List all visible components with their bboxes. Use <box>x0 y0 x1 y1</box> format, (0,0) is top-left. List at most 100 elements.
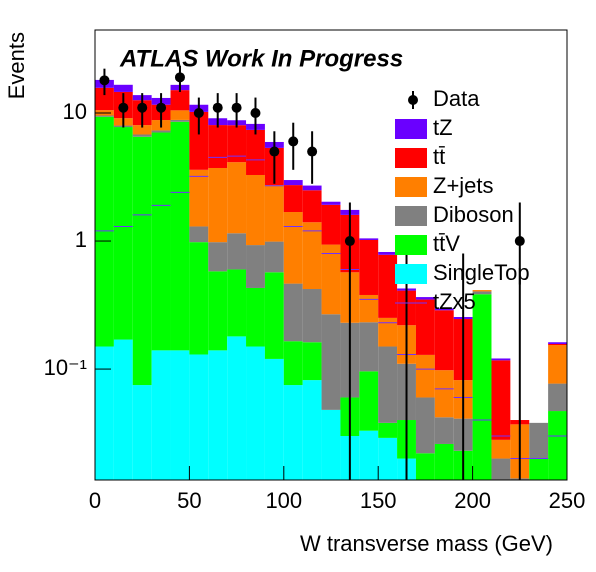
histogram-bar <box>302 289 322 343</box>
histogram-bar <box>491 360 511 440</box>
legend-label: Data <box>433 86 480 111</box>
histogram-bar <box>491 358 511 361</box>
histogram-bar <box>208 350 228 480</box>
histogram-bar <box>548 411 567 480</box>
histogram-bar <box>548 342 567 344</box>
histogram-bar <box>246 174 265 246</box>
histogram-bar <box>548 345 567 384</box>
histogram-bar <box>227 269 247 337</box>
legend-label: Diboson <box>433 202 514 227</box>
histogram-bar <box>264 241 284 273</box>
histogram-bar <box>227 336 247 480</box>
x-tick-label: 100 <box>265 488 302 513</box>
legend-swatch <box>395 235 427 255</box>
histogram-bar <box>113 84 133 92</box>
histogram-bar <box>548 383 567 412</box>
plot-area <box>95 65 567 480</box>
histogram-bar <box>189 242 209 355</box>
data-point <box>307 146 318 157</box>
histogram-bar <box>283 283 303 342</box>
histogram-bar <box>189 111 209 170</box>
histogram-bar <box>415 397 435 454</box>
histogram-bar <box>359 322 379 372</box>
legend-label: tZ <box>433 115 453 140</box>
histogram-bar <box>208 125 228 168</box>
histogram-bar <box>227 233 247 270</box>
histogram-bar <box>151 350 171 480</box>
histogram-bar <box>246 245 265 288</box>
histogram-bar <box>359 294 379 323</box>
data-point <box>514 236 525 247</box>
legend-label: tZx5 <box>433 289 476 314</box>
histogram-bar <box>491 439 511 459</box>
histogram-bar <box>434 443 454 480</box>
histogram-bar <box>472 291 492 295</box>
histogram-bar <box>170 90 190 111</box>
histogram-bar <box>246 346 265 480</box>
legend-swatch <box>395 177 427 197</box>
legend-label: tt̄ <box>433 144 445 169</box>
histogram-bar <box>359 238 379 240</box>
histogram-bar <box>264 184 284 242</box>
x-axis-label: W transverse mass (GeV) <box>300 531 553 556</box>
histogram-bar <box>95 87 114 111</box>
histogram-bar <box>170 121 190 351</box>
data-point <box>288 136 299 147</box>
chart-title: ATLAS Work In Progress <box>119 45 403 72</box>
histogram-bar <box>132 385 152 480</box>
histogram-bar <box>283 341 303 386</box>
histogram-bar <box>132 134 152 137</box>
histogram-bar <box>132 136 152 386</box>
data-point <box>344 236 355 247</box>
data-point <box>99 75 110 86</box>
histogram-bar <box>359 371 379 431</box>
histogram-bar <box>415 299 435 355</box>
histogram-bar <box>321 201 341 205</box>
data-point <box>156 102 167 113</box>
histogram-bar <box>321 204 341 245</box>
histogram-bar <box>472 294 492 480</box>
histogram-bar <box>189 169 209 227</box>
histogram-bar <box>548 343 567 346</box>
data-point <box>193 108 204 119</box>
histogram-bar <box>529 422 549 459</box>
histogram-bar <box>491 458 511 480</box>
histogram-bar <box>283 385 303 480</box>
histogram-bar <box>151 132 171 351</box>
histogram-bar <box>302 342 322 381</box>
histogram-bar <box>246 287 265 347</box>
histogram-bar <box>283 180 303 186</box>
legend-swatch <box>395 206 427 226</box>
histogram-bar <box>415 354 435 398</box>
legend-swatch <box>395 148 427 168</box>
histogram-bar <box>170 350 190 480</box>
x-tick-label: 150 <box>360 488 397 513</box>
histogram-bar <box>434 310 454 371</box>
histogram-bar <box>302 185 322 191</box>
histogram-bar <box>321 409 341 480</box>
histogram-bar <box>434 308 454 311</box>
histogram-bar <box>283 212 303 284</box>
histogram-bar <box>321 244 341 315</box>
legend-label: SingleTop <box>433 260 530 285</box>
histogram-bar <box>132 125 152 135</box>
x-tick-label: 250 <box>549 488 586 513</box>
data-point <box>212 102 223 113</box>
histogram-bar <box>151 130 171 133</box>
histogram-bar <box>321 314 341 410</box>
y-tick-label: 10⁻¹ <box>44 355 87 380</box>
histogram-bar <box>170 110 190 120</box>
histogram-bar <box>246 129 265 175</box>
x-tick-label: 200 <box>454 488 491 513</box>
histogram-bar <box>95 116 114 347</box>
x-tick-label: 50 <box>177 488 201 513</box>
histogram-bar <box>302 222 322 290</box>
histogram-bar <box>95 346 114 480</box>
histogram-bar <box>529 458 549 480</box>
histogram-bar <box>472 290 492 292</box>
data-point <box>269 146 280 157</box>
histogram-bar <box>95 115 114 117</box>
histogram-bar <box>189 226 209 243</box>
y-tick-label: 1 <box>75 227 87 252</box>
